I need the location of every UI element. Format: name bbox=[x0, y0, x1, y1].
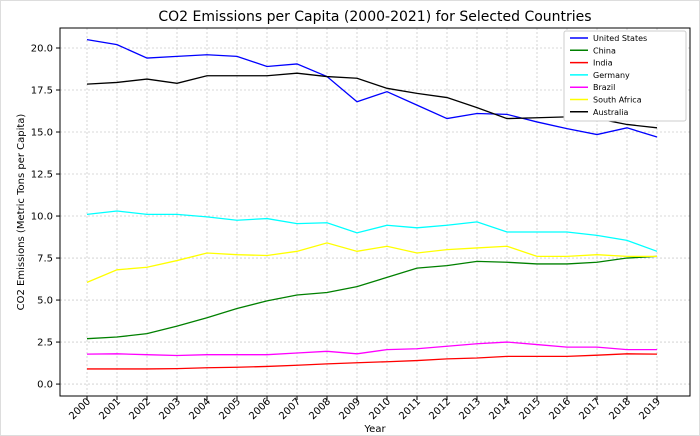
y-axis-ticks: 0.0 2.5 5.0 7.5 10.0 12.5 15.0 17.5 20.0 bbox=[31, 43, 60, 391]
x-tick-label: 2007 bbox=[277, 396, 303, 422]
x-tick-label: 2004 bbox=[187, 396, 213, 422]
x-tick-label: 2012 bbox=[427, 396, 453, 422]
x-tick-label: 2009 bbox=[337, 396, 363, 422]
x-tick-label: 2003 bbox=[157, 396, 183, 422]
y-tick-label: 17.5 bbox=[31, 86, 53, 97]
y-tick-label: 0.0 bbox=[37, 380, 53, 391]
series-line-australia bbox=[86, 72, 658, 129]
series-line-germany bbox=[86, 210, 658, 252]
series-line-china bbox=[86, 255, 658, 340]
x-tick-label: 2015 bbox=[517, 396, 543, 422]
x-tick-label: 2010 bbox=[367, 396, 393, 422]
plot-area-border bbox=[59, 27, 691, 397]
series-line-india bbox=[87, 353, 658, 370]
legend-label: China bbox=[593, 46, 616, 55]
x-tick-label: 2011 bbox=[397, 396, 423, 422]
x-tick-label: 2017 bbox=[577, 396, 603, 422]
legend-box bbox=[563, 30, 687, 122]
chart-title: CO2 Emissions per Capita (2000-2021) for… bbox=[158, 9, 591, 25]
y-tick-label: 5.0 bbox=[37, 296, 53, 307]
series-line-south-africa bbox=[86, 242, 657, 284]
series-line-brazil bbox=[86, 341, 657, 357]
x-tick-label: 2008 bbox=[307, 396, 333, 422]
x-axis-label: Year bbox=[363, 424, 386, 435]
y-tick-label: 10.0 bbox=[31, 212, 53, 223]
y-tick-label: 20.0 bbox=[31, 43, 53, 54]
y-tick-label: 12.5 bbox=[31, 170, 53, 181]
y-tick-label: 15.0 bbox=[31, 128, 53, 139]
legend-label: South Africa bbox=[593, 96, 642, 105]
x-tick-label: 2005 bbox=[217, 396, 243, 422]
legend-label: United States bbox=[593, 34, 647, 43]
series-lines bbox=[86, 38, 658, 370]
x-tick-label: 2001 bbox=[97, 396, 123, 422]
legend-label: India bbox=[593, 59, 613, 68]
x-tick-label: 2014 bbox=[487, 396, 513, 422]
y-axis-label: CO2 Emissions (Metric Tons per Capita) bbox=[16, 114, 27, 311]
x-tick-label: 2006 bbox=[247, 396, 273, 422]
x-tick-label: 2000 bbox=[67, 396, 93, 422]
legend: United States China India Germany Brazil Sout… bbox=[563, 30, 687, 122]
legend-label: Germany bbox=[593, 71, 630, 80]
legend-label: Brazil bbox=[593, 83, 615, 92]
x-tick-label: 2013 bbox=[457, 396, 483, 422]
x-tick-label: 2002 bbox=[127, 396, 153, 422]
y-tick-label: 7.5 bbox=[37, 254, 53, 265]
x-tick-label: 2019 bbox=[637, 396, 663, 422]
legend-label: Australia bbox=[593, 108, 628, 117]
y-tick-label: 2.5 bbox=[37, 338, 53, 349]
series-line-united-states bbox=[86, 38, 658, 138]
x-tick-label: 2016 bbox=[547, 396, 573, 422]
grid bbox=[60, 28, 690, 396]
x-tick-label: 2018 bbox=[607, 396, 633, 422]
x-axis-ticks: 2000 2001 2002 2003 2004 2005 2006 2007 2008 2009… bbox=[67, 396, 663, 422]
